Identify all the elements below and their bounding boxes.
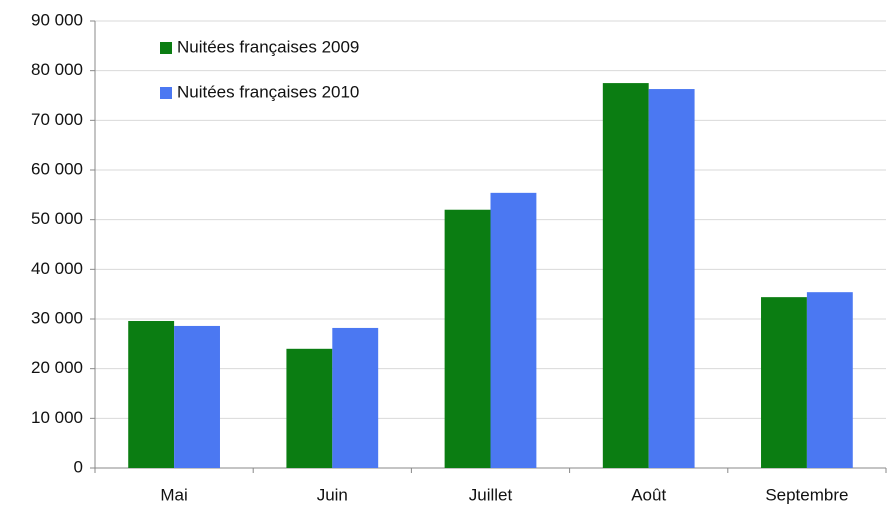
legend-swatch xyxy=(160,42,172,54)
bar xyxy=(602,83,649,468)
bar xyxy=(806,292,853,468)
x-tick-label: Mai xyxy=(160,485,187,504)
x-tick-label: Juin xyxy=(317,485,348,504)
legend-swatch xyxy=(160,87,172,99)
y-tick-label: 80 000 xyxy=(31,60,83,79)
y-tick-label: 50 000 xyxy=(31,209,83,228)
bar xyxy=(444,209,491,468)
bar xyxy=(332,327,379,468)
bar xyxy=(286,348,333,468)
y-tick-label: 90 000 xyxy=(31,10,83,29)
bar xyxy=(761,297,807,468)
y-tick-label: 20 000 xyxy=(31,358,83,377)
bar xyxy=(648,89,695,468)
legend-label: Nuitées françaises 2009 xyxy=(177,37,359,56)
bar xyxy=(174,325,220,468)
bar xyxy=(490,192,537,468)
y-tick-label: 60 000 xyxy=(31,159,83,178)
x-tick-label: Août xyxy=(631,485,666,504)
x-tick-label: Septembre xyxy=(765,485,848,504)
y-tick-label: 10 000 xyxy=(31,408,83,427)
y-tick-label: 70 000 xyxy=(31,110,83,129)
legend-label: Nuitées françaises 2010 xyxy=(177,82,359,101)
x-tick-label: Juillet xyxy=(469,485,513,504)
bar xyxy=(128,320,175,468)
y-tick-label: 40 000 xyxy=(31,259,83,278)
y-tick-label: 30 000 xyxy=(31,308,83,327)
y-tick-label: 0 xyxy=(74,457,83,476)
